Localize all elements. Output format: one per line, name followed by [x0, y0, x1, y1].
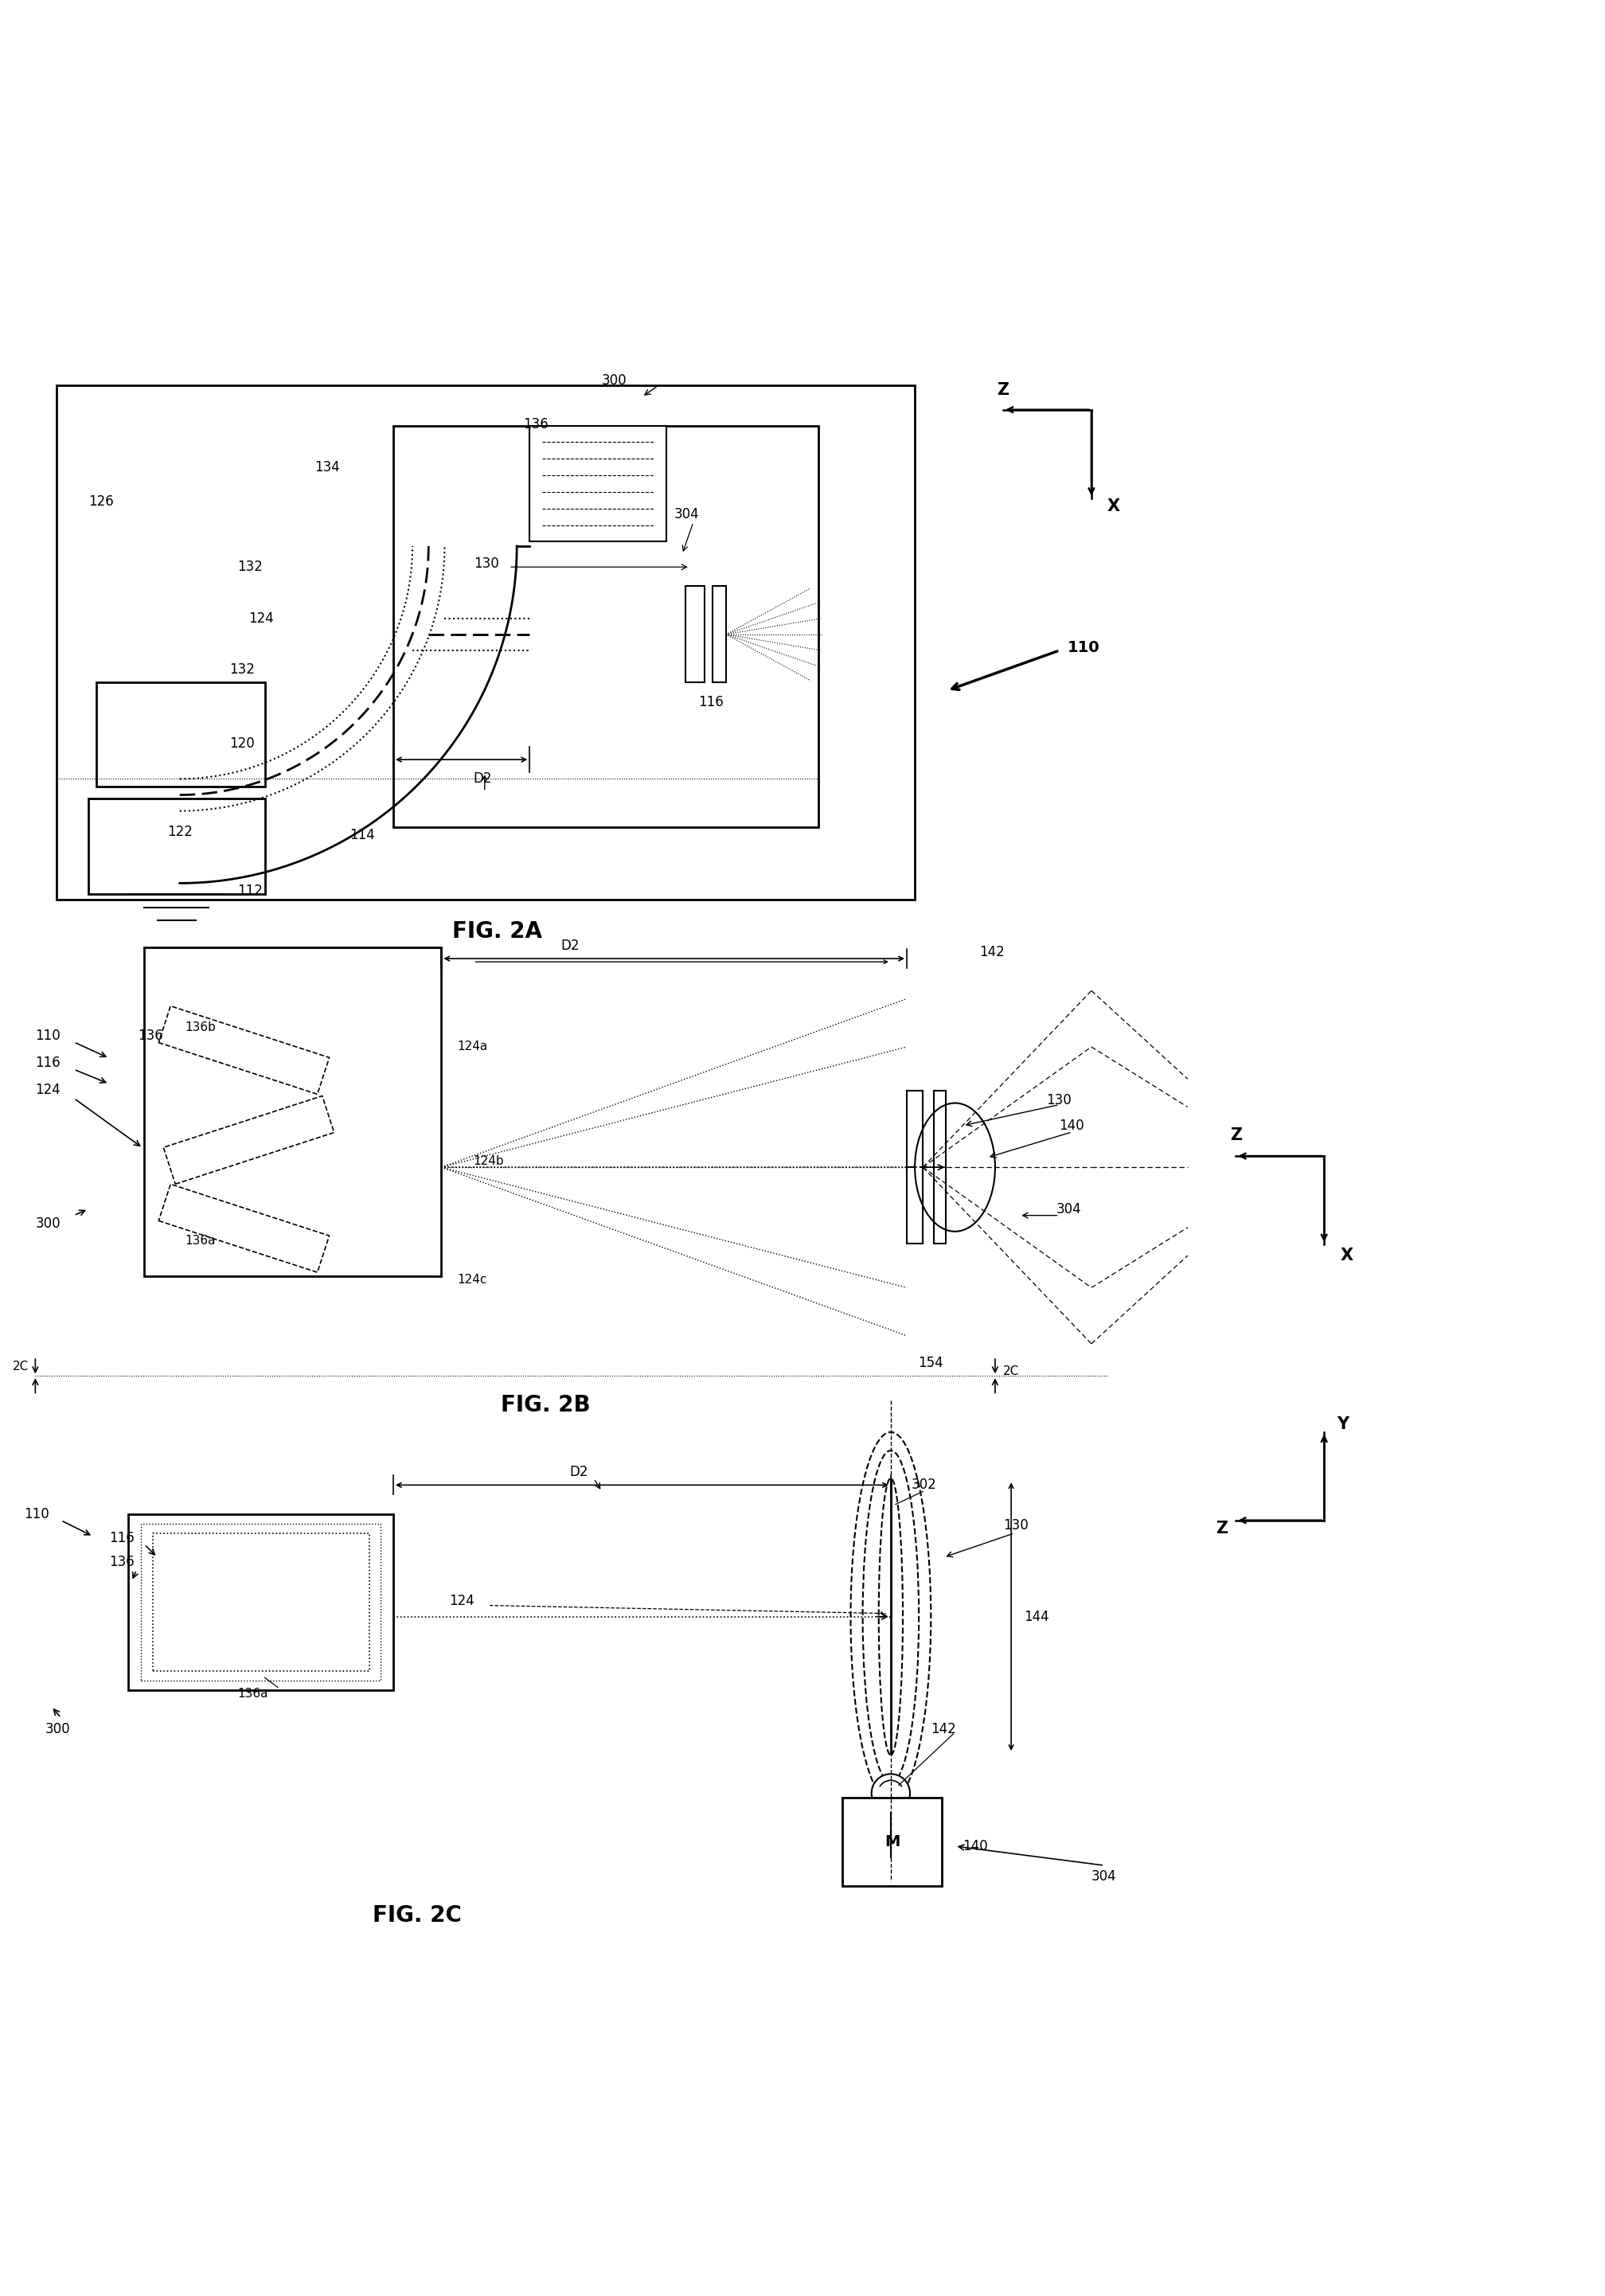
- Text: 144: 144: [1024, 1609, 1050, 1623]
- Text: 302: 302: [912, 1479, 937, 1492]
- Bar: [141, 1525, 380, 1681]
- Text: 112: 112: [238, 884, 263, 898]
- Text: Z: Z: [1229, 1127, 1242, 1143]
- Text: 132: 132: [238, 560, 263, 574]
- Text: 130: 130: [473, 556, 499, 572]
- Text: 110: 110: [35, 1029, 61, 1042]
- Text: 136b: 136b: [185, 1022, 215, 1033]
- Text: 300: 300: [35, 1217, 61, 1231]
- Text: Z: Z: [997, 383, 1010, 400]
- Text: 154: 154: [918, 1357, 944, 1371]
- Text: 122: 122: [167, 824, 193, 838]
- Bar: [88, 799, 265, 895]
- Text: 124: 124: [35, 1084, 61, 1097]
- Text: 304: 304: [1091, 1869, 1117, 1883]
- Text: 136a: 136a: [238, 1688, 268, 1699]
- Text: M: M: [884, 1835, 900, 1851]
- Text: X: X: [1107, 498, 1120, 514]
- Text: 132: 132: [230, 664, 255, 677]
- Bar: [713, 585, 725, 682]
- Text: Z: Z: [1215, 1520, 1228, 1536]
- Text: 134: 134: [315, 459, 340, 475]
- Text: 124: 124: [449, 1593, 475, 1607]
- Bar: [152, 1534, 369, 1671]
- Text: 140: 140: [963, 1839, 989, 1853]
- Text: 142: 142: [979, 946, 1005, 960]
- Text: 116: 116: [109, 1531, 135, 1545]
- Text: 110: 110: [1067, 641, 1099, 654]
- Bar: [96, 682, 265, 788]
- Text: 110: 110: [24, 1506, 50, 1520]
- Bar: [530, 425, 666, 542]
- Text: 130: 130: [1003, 1518, 1029, 1531]
- Text: 130: 130: [1046, 1093, 1072, 1107]
- Text: FIG. 2C: FIG. 2C: [372, 1903, 462, 1926]
- Text: 124: 124: [249, 611, 274, 625]
- Text: D2: D2: [570, 1465, 589, 1479]
- Text: 304: 304: [674, 507, 700, 521]
- Bar: [907, 1091, 923, 1244]
- Bar: [144, 948, 441, 1277]
- Text: Y: Y: [1337, 1417, 1350, 1433]
- Text: 124c: 124c: [457, 1274, 488, 1286]
- Text: 120: 120: [230, 737, 255, 751]
- Bar: [128, 1513, 393, 1690]
- Text: 116: 116: [35, 1056, 61, 1070]
- Text: 114: 114: [350, 829, 376, 843]
- Text: 300: 300: [602, 374, 628, 388]
- Text: FIG. 2B: FIG. 2B: [501, 1394, 591, 1417]
- Text: 136: 136: [523, 418, 549, 432]
- Text: D2: D2: [560, 939, 579, 953]
- Text: X: X: [1340, 1247, 1353, 1263]
- Bar: [685, 585, 705, 682]
- Text: 136: 136: [109, 1554, 135, 1568]
- Text: D2: D2: [473, 771, 493, 785]
- Text: 304: 304: [1056, 1201, 1082, 1217]
- Text: 124b: 124b: [473, 1155, 504, 1166]
- Bar: [934, 1091, 945, 1244]
- Text: 136: 136: [138, 1029, 164, 1042]
- Text: 116: 116: [698, 696, 724, 709]
- Text: 2C: 2C: [13, 1359, 29, 1373]
- Text: 300: 300: [45, 1722, 71, 1736]
- Text: 136a: 136a: [185, 1235, 215, 1247]
- Text: 126: 126: [88, 494, 114, 507]
- Bar: [843, 1798, 942, 1887]
- Text: FIG. 2A: FIG. 2A: [453, 921, 542, 941]
- Text: 2C: 2C: [1003, 1366, 1019, 1378]
- Text: 142: 142: [931, 1722, 957, 1736]
- Text: 124a: 124a: [457, 1040, 488, 1054]
- Bar: [56, 386, 915, 900]
- Circle shape: [872, 1775, 910, 1812]
- Text: 140: 140: [1059, 1118, 1085, 1132]
- Bar: [393, 425, 819, 827]
